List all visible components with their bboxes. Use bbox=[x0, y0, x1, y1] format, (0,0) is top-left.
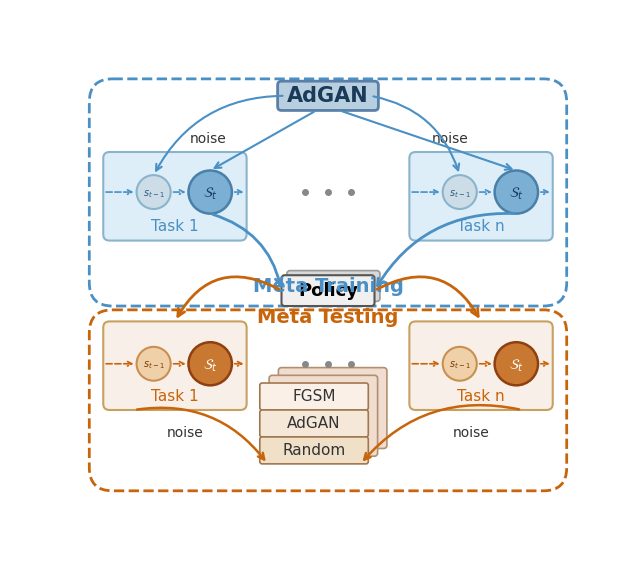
Text: Meta Training: Meta Training bbox=[253, 277, 403, 296]
FancyBboxPatch shape bbox=[278, 81, 378, 111]
Circle shape bbox=[189, 171, 232, 214]
Circle shape bbox=[136, 175, 171, 209]
FancyBboxPatch shape bbox=[260, 410, 368, 437]
Text: AdGAN: AdGAN bbox=[287, 416, 341, 431]
Text: $s_{t-1}$: $s_{t-1}$ bbox=[143, 188, 164, 200]
Text: Random: Random bbox=[282, 443, 346, 458]
Circle shape bbox=[495, 171, 538, 214]
Text: noise: noise bbox=[432, 132, 469, 146]
FancyBboxPatch shape bbox=[278, 367, 387, 448]
Circle shape bbox=[136, 347, 171, 381]
FancyBboxPatch shape bbox=[282, 275, 374, 306]
Text: $s_{t-1}$: $s_{t-1}$ bbox=[143, 360, 164, 371]
Text: Task n: Task n bbox=[457, 219, 505, 234]
Text: Task n: Task n bbox=[457, 389, 505, 403]
FancyBboxPatch shape bbox=[287, 270, 380, 301]
Text: $\mathcal{S}_t$: $\mathcal{S}_t$ bbox=[203, 357, 218, 374]
Text: FGSM: FGSM bbox=[292, 389, 336, 404]
Text: Task 1: Task 1 bbox=[151, 219, 199, 234]
Circle shape bbox=[495, 342, 538, 385]
Circle shape bbox=[443, 175, 477, 209]
Text: $s_{t-1}$: $s_{t-1}$ bbox=[449, 188, 470, 200]
Circle shape bbox=[443, 347, 477, 381]
Text: noise: noise bbox=[166, 426, 203, 440]
Text: Policy: Policy bbox=[298, 282, 358, 300]
FancyBboxPatch shape bbox=[103, 321, 246, 410]
Text: $\mathcal{S}_t$: $\mathcal{S}_t$ bbox=[509, 185, 524, 202]
Text: noise: noise bbox=[453, 426, 490, 440]
Text: $s_{t-1}$: $s_{t-1}$ bbox=[449, 360, 470, 371]
Text: $\mathcal{S}_t$: $\mathcal{S}_t$ bbox=[509, 357, 524, 374]
Text: noise: noise bbox=[189, 132, 227, 146]
FancyBboxPatch shape bbox=[269, 375, 378, 456]
FancyBboxPatch shape bbox=[260, 383, 368, 410]
FancyBboxPatch shape bbox=[410, 321, 553, 410]
Text: $\mathcal{S}_t$: $\mathcal{S}_t$ bbox=[203, 185, 218, 202]
Text: Meta Testing: Meta Testing bbox=[257, 308, 399, 327]
FancyBboxPatch shape bbox=[260, 437, 368, 464]
Text: AdGAN: AdGAN bbox=[287, 86, 369, 106]
Text: Task 1: Task 1 bbox=[151, 389, 199, 403]
FancyBboxPatch shape bbox=[103, 152, 246, 241]
Circle shape bbox=[189, 342, 232, 385]
FancyBboxPatch shape bbox=[410, 152, 553, 241]
